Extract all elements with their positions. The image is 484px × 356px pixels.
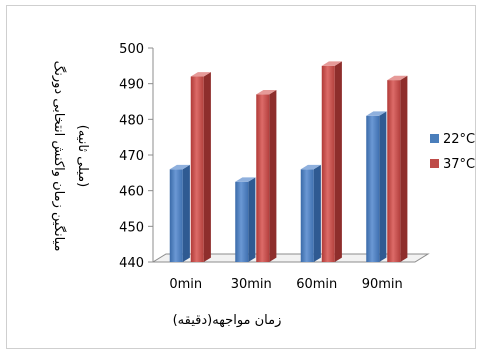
x-tick-label: 60min: [296, 277, 337, 292]
y-axis-title: میانگین زمان واکنش انتخابی دورنگ: [51, 61, 67, 252]
legend-label: 22°C: [443, 132, 475, 147]
bar: [235, 177, 256, 262]
legend-label: 37°C: [443, 157, 475, 172]
y-tick-label: 490: [119, 78, 144, 93]
y-axis-title-unit: (میلی ثانیه): [75, 125, 90, 187]
y-tick-label: 440: [119, 256, 144, 271]
x-tick-label: 90min: [362, 277, 403, 292]
bar-top: [169, 164, 190, 170]
bar-front: [190, 76, 204, 263]
bar: [366, 111, 387, 263]
bar-front: [387, 80, 401, 262]
legend-item: 37°C: [430, 157, 475, 172]
bar-side: [379, 111, 387, 262]
bar-top: [321, 61, 342, 66]
x-tick-label: 30min: [231, 277, 272, 292]
x-axis-ticks: 0min 30min 60min 90min: [169, 277, 402, 292]
bar-front: [366, 115, 380, 263]
bar-side: [248, 177, 256, 262]
bar-front: [321, 65, 335, 262]
bar: [321, 61, 342, 262]
legend-swatch: [430, 159, 439, 168]
legend: 22°C 37°C: [430, 132, 475, 172]
x-tick-label: 0min: [169, 277, 202, 292]
bar-chart: 0min 30min 60min 90min 440 450 460 470 480 490 50…: [51, 42, 475, 328]
bar-front: [300, 169, 314, 262]
bar-front: [256, 94, 270, 262]
y-tick-label: 470: [119, 149, 144, 164]
y-tick-label: 480: [119, 113, 144, 128]
bar-top: [256, 89, 277, 95]
bar: [300, 164, 321, 262]
bar-front: [235, 181, 249, 262]
bar-top: [300, 164, 321, 170]
bar-front: [169, 169, 183, 262]
y-tick-label: 460: [119, 185, 144, 200]
bar-side: [313, 164, 321, 262]
bar: [256, 89, 277, 262]
bar-side: [203, 72, 211, 262]
bar-side: [334, 61, 342, 262]
bar-top: [235, 177, 256, 182]
y-tick-label: 500: [119, 42, 144, 57]
bar-top: [387, 75, 408, 81]
bar: [169, 164, 190, 262]
bar: [190, 72, 211, 263]
bar-top: [190, 72, 211, 77]
bar-top: [366, 111, 387, 116]
y-tick-label: 450: [119, 220, 144, 235]
bars-group: [169, 61, 408, 263]
legend-item: 22°C: [430, 132, 475, 147]
bar-side: [182, 164, 190, 262]
chart-frame: 0min 30min 60min 90min 440 450 460 470 480 490 50…: [6, 5, 476, 349]
bar: [387, 75, 408, 262]
bar-side: [269, 89, 277, 262]
y-axis-ticks: 440 450 460 470 480 490 500: [119, 42, 153, 271]
legend-swatch: [430, 134, 439, 143]
x-axis-title: زمان مواجهه(دقیقه): [173, 313, 282, 328]
bar-side: [400, 75, 408, 262]
